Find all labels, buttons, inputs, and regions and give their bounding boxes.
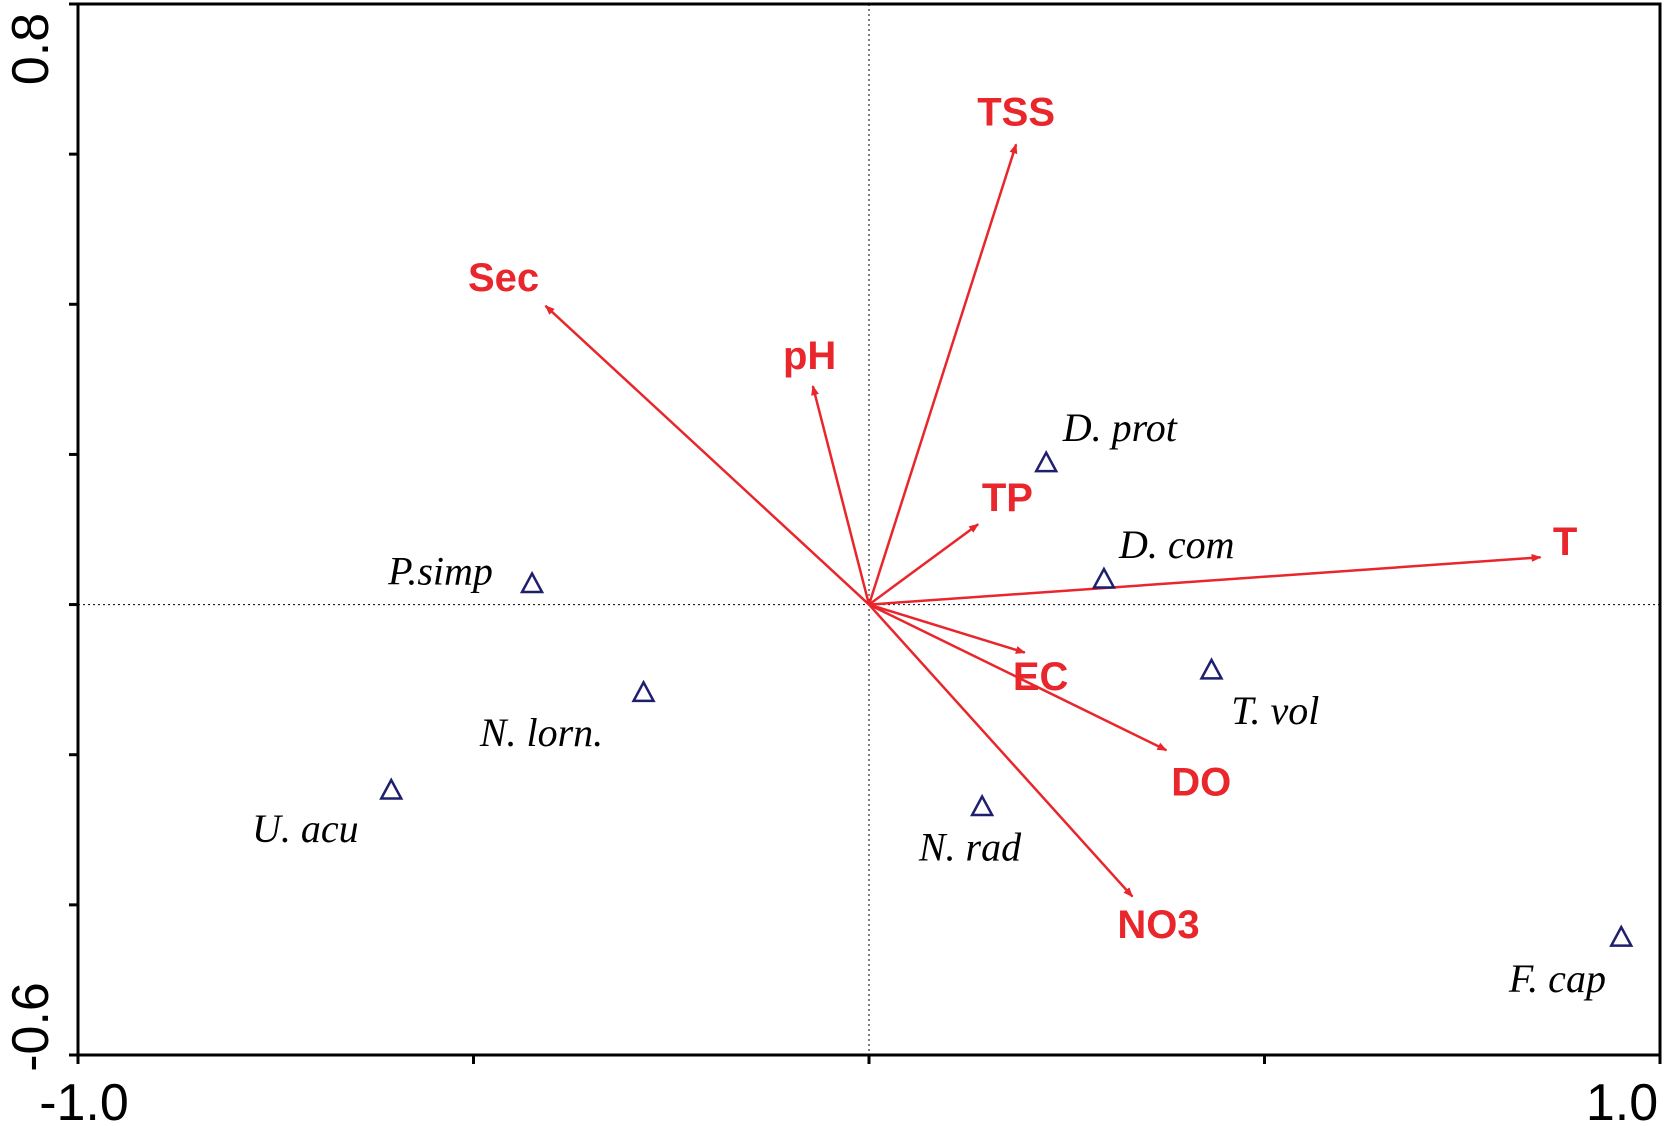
y-tick-label-max: 0.8	[2, 13, 60, 85]
env-arrow-tss	[867, 143, 1018, 605]
species-label-f-cap: F. cap	[1508, 956, 1606, 1001]
env-label-sec: Sec	[468, 256, 539, 300]
species-label-u-acu: U. acu	[252, 806, 359, 851]
species-point-p-simp	[519, 570, 545, 594]
env-label-tss: TSS	[977, 91, 1055, 135]
species-point-u-acu	[379, 777, 404, 800]
y-tick-label-min: -0.6	[2, 982, 60, 1072]
environment-vectors	[544, 143, 1542, 898]
species-point-t-vol	[1199, 657, 1224, 680]
species-label-n-rad: N. rad	[918, 825, 1022, 870]
env-arrow-no3	[868, 603, 1134, 898]
env-label-do: DO	[1171, 760, 1231, 804]
env-label-tp: TP	[982, 476, 1033, 520]
species-point-d-prot	[1034, 450, 1059, 473]
species-point-n-rad	[970, 793, 995, 817]
species-label-d-prot: D. prot	[1062, 405, 1178, 450]
env-label-no3: NO3	[1117, 903, 1199, 947]
env-label-t: T	[1553, 520, 1577, 564]
species-point-d-com	[1091, 566, 1117, 589]
species-label-n-lorn: N. lorn.	[479, 710, 603, 755]
env-arrow-ph	[811, 385, 871, 605]
env-arrow-ec	[868, 603, 1026, 654]
species-point-f-cap	[1609, 924, 1634, 947]
env-arrow-tp	[868, 523, 979, 606]
env-arrow-do	[868, 603, 1168, 752]
env-label-ec: EC	[1013, 655, 1069, 699]
labels: TSS Sec pH TP T EC DO NO3 D. prot D. com P.simp N. …	[252, 91, 1606, 1001]
species-label-p-simp: P.simp	[387, 548, 493, 593]
zero-reference-lines	[78, 4, 1660, 1055]
x-tick-label-max: 1.0	[1586, 1074, 1658, 1126]
species-point-n-lorn	[631, 679, 656, 703]
species-label-d-com: D. com	[1118, 522, 1235, 567]
env-label-ph: pH	[783, 334, 836, 378]
species-points	[379, 450, 1634, 947]
env-arrow-sec	[544, 304, 870, 606]
env-arrow-t	[868, 553, 1542, 606]
x-tick-label-min: -1.0	[39, 1074, 129, 1126]
species-label-t-vol: T. vol	[1231, 688, 1319, 733]
